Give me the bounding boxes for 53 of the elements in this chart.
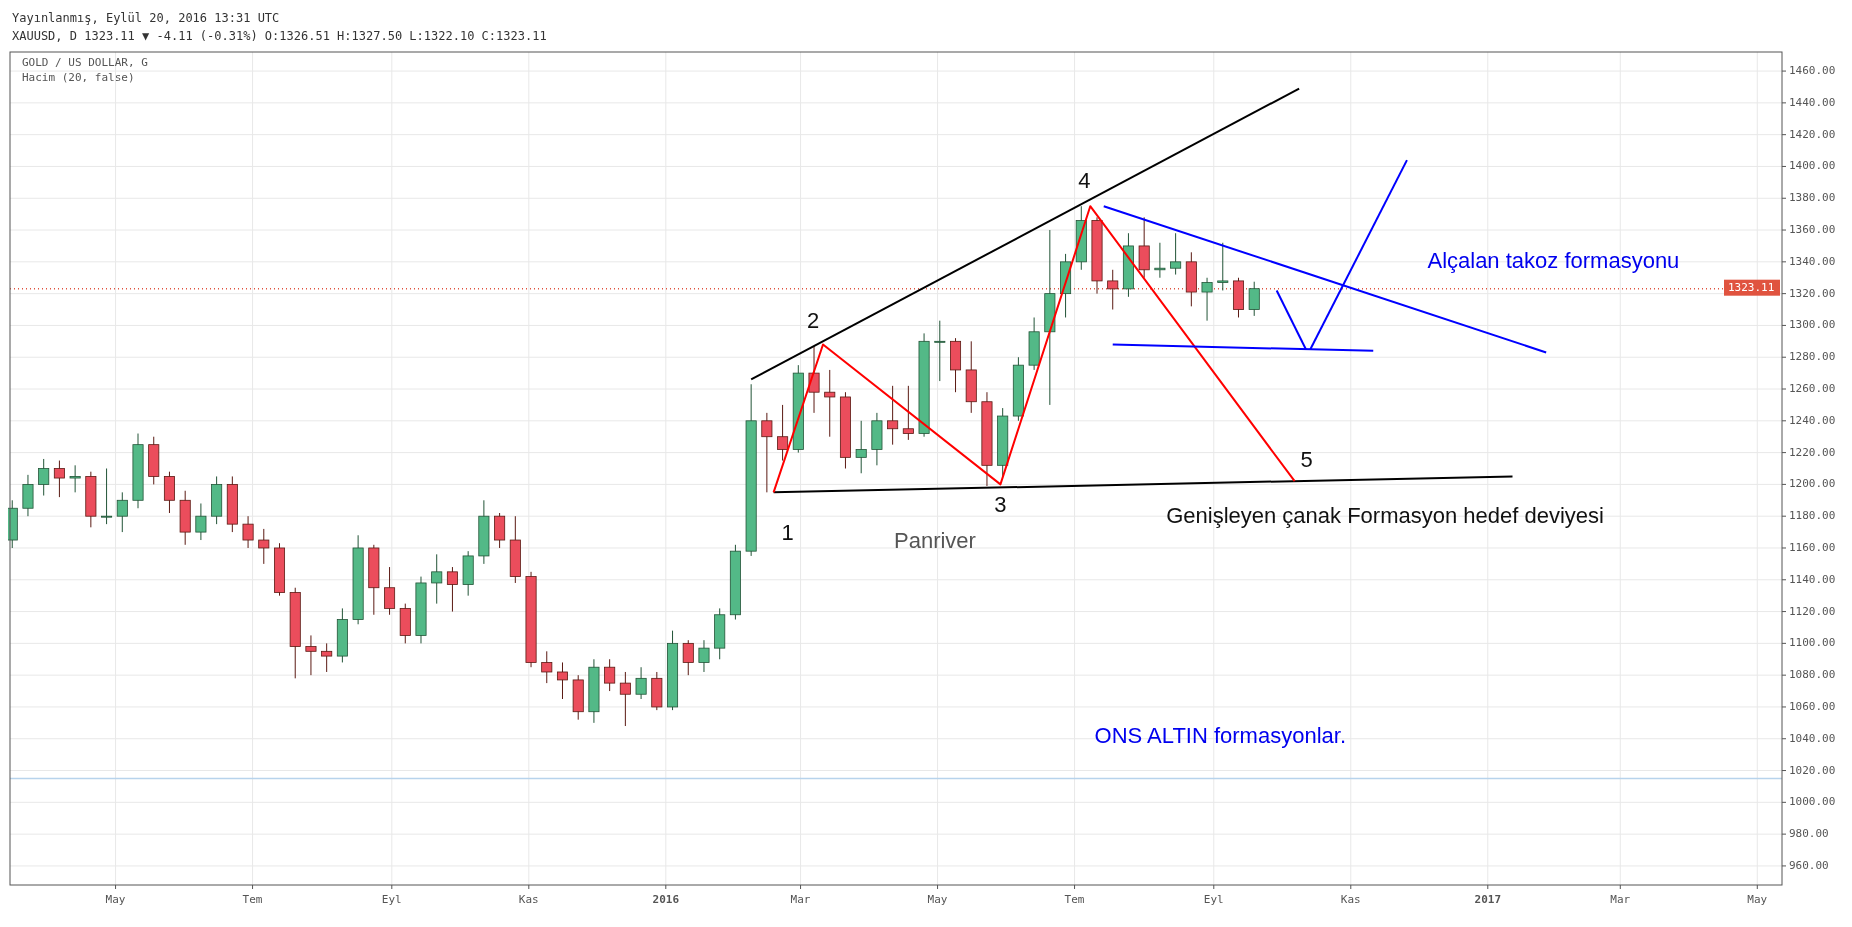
y-tick-label: 1400.00 xyxy=(1789,159,1836,173)
x-tick-label: May xyxy=(1747,893,1768,906)
annotation: Genişleyen çanak Formasyon hedef deviyesi xyxy=(1166,503,1604,529)
y-tick-label: 980.00 xyxy=(1789,827,1829,841)
ref-line-label: 1323.11 xyxy=(1728,280,1775,294)
y-tick-label: 1060.00 xyxy=(1789,699,1836,713)
y-tick-label: 1080.00 xyxy=(1789,668,1836,682)
chart-subtitle: XAUUSD, D 1323.11 ▼ -4.11 (-0.31%) O:1326.51 H:1327.50 L:1322.10 C:1323.11 xyxy=(12,29,547,43)
y-tick-label: 1020.00 xyxy=(1789,763,1836,777)
x-tick-label: Kas xyxy=(518,893,539,906)
x-tick-label: Eyl xyxy=(1203,893,1224,906)
y-tick-label: 1360.00 xyxy=(1789,223,1836,237)
x-tick-label: 2017 xyxy=(1474,893,1502,906)
annotation: 3 xyxy=(994,492,1007,518)
annotation: 2 xyxy=(806,308,820,334)
x-tick-label: 2016 xyxy=(652,893,680,906)
y-tick-label: 1140.00 xyxy=(1789,572,1836,586)
y-tick-label: 1320.00 xyxy=(1789,286,1836,300)
x-tick-label: Mar xyxy=(790,893,811,906)
y-tick-label: 1200.00 xyxy=(1789,477,1836,491)
x-tick-label: Tem xyxy=(1064,893,1085,906)
annotation: ONS ALTIN formasyonlar. xyxy=(1094,722,1346,748)
x-tick-label: May xyxy=(927,893,948,906)
y-tick-label: 1120.00 xyxy=(1789,604,1836,618)
y-tick-label: 1460.00 xyxy=(1789,64,1836,78)
y-tick-label: 1420.00 xyxy=(1789,127,1836,141)
y-tick-label: 1240.00 xyxy=(1789,413,1836,427)
y-tick-label: 960.00 xyxy=(1789,858,1829,872)
y-tick-label: 1000.00 xyxy=(1789,795,1836,809)
x-tick-label: Eyl xyxy=(381,893,402,906)
x-tick-label: Mar xyxy=(1610,893,1631,906)
annotation: GOLD / US DOLLAR, G xyxy=(22,56,148,69)
y-tick-label: 1440.00 xyxy=(1789,95,1836,109)
y-tick-label: 1100.00 xyxy=(1789,636,1836,650)
annotation: Alçalan takoz formasyonu xyxy=(1427,247,1680,273)
y-tick-label: 1160.00 xyxy=(1789,540,1836,554)
y-tick-label: 1180.00 xyxy=(1789,509,1836,523)
y-tick-label: 1380.00 xyxy=(1789,191,1836,205)
annotation: 1 xyxy=(781,520,794,546)
chart-title: Yayınlanmış, Eylül 20, 2016 13:31 UTC xyxy=(12,11,280,25)
annotation: Hacim (20, false) xyxy=(22,71,135,84)
y-tick-label: 1300.00 xyxy=(1789,318,1836,332)
annotation: 5 xyxy=(1300,447,1313,473)
annotation: Panriver xyxy=(894,527,976,553)
annotation: 4 xyxy=(1078,168,1091,194)
x-tick-label: May xyxy=(105,893,126,906)
x-tick-label: Tem xyxy=(242,893,263,906)
y-tick-label: 1040.00 xyxy=(1789,731,1836,745)
y-tick-label: 1220.00 xyxy=(1789,445,1836,459)
y-tick-label: 1260.00 xyxy=(1789,382,1836,396)
x-tick-label: Kas xyxy=(1340,893,1361,906)
y-tick-label: 1280.00 xyxy=(1789,350,1836,364)
y-tick-label: 1340.00 xyxy=(1789,254,1836,268)
